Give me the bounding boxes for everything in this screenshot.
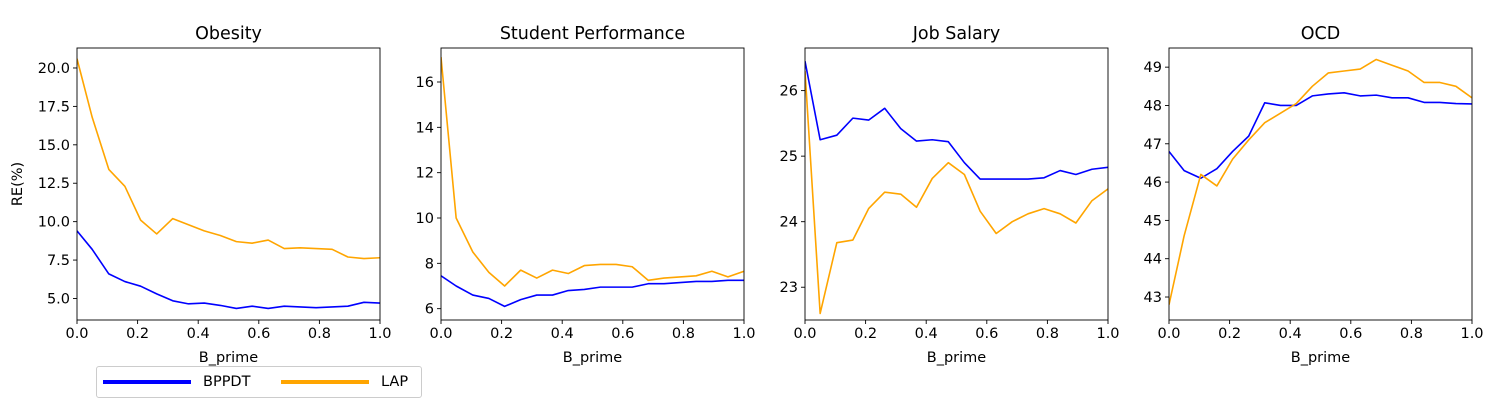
x-tick-label: 0.0 xyxy=(1157,326,1180,342)
y-tick-label: 5.0 xyxy=(47,291,70,307)
legend-label-bppdt: BPPDT xyxy=(203,374,251,390)
x-axis-label: B_prime xyxy=(563,350,623,366)
x-axis-label: B_prime xyxy=(199,350,259,366)
x-tick-label: 0.2 xyxy=(854,326,877,342)
chart-ocd: 0.0 0.2 0.4 0.6 0.8 1.0 43 44 45 46 47 48 49 OCD B_pri… xyxy=(1144,24,1484,366)
y-tick-label: 45 xyxy=(1144,213,1162,229)
chart-title: Job Salary xyxy=(912,24,1001,44)
x-tick-label: 0.4 xyxy=(551,326,574,342)
y-tick-label: 46 xyxy=(1144,175,1162,191)
legend-label-lap: LAP xyxy=(381,374,409,390)
x-tick-label: 0.2 xyxy=(490,326,513,342)
legend-item-bppdt: BPPDT xyxy=(103,372,250,392)
legend: BPPDT LAP xyxy=(96,366,422,398)
y-tick-label: 10.0 xyxy=(38,215,70,231)
x-tick-label: 0.8 xyxy=(1400,326,1423,342)
x-tick-label: 0.4 xyxy=(915,326,938,342)
plot-frame xyxy=(440,47,745,321)
x-tick-label: 0.8 xyxy=(672,326,695,342)
y-tick-label: 24 xyxy=(780,215,798,231)
y-tick-label: 26 xyxy=(780,84,798,100)
chart-job-salary: 0.0 0.2 0.4 0.6 0.8 1.0 23 24 25 26 Job Salary B_pr… xyxy=(780,24,1120,366)
x-tick-label: 0.4 xyxy=(187,326,210,342)
chart-title: Obesity xyxy=(195,24,262,44)
plot-frame xyxy=(804,47,1109,321)
plot-frame xyxy=(76,47,381,321)
series-line-lap xyxy=(77,58,380,260)
y-tick-label: 8 xyxy=(425,256,434,272)
y-tick-label: 10 xyxy=(416,211,434,227)
series-line-lap xyxy=(805,70,1108,315)
x-axis-label: B_prime xyxy=(1291,350,1351,366)
x-tick-label: 0.0 xyxy=(65,326,88,342)
x-tick-label: 1.0 xyxy=(368,326,391,342)
chart-title: Student Performance xyxy=(500,24,685,44)
y-tick-label: 48 xyxy=(1144,98,1162,114)
series-line-bppdt xyxy=(1169,92,1472,180)
x-tick-label: 0.6 xyxy=(1339,326,1362,342)
y-tick-label: 12.5 xyxy=(38,176,70,192)
x-tick-label: 1.0 xyxy=(1460,326,1483,342)
series-line-lap xyxy=(1169,58,1472,305)
chart-student-performance: 0.0 0.2 0.4 0.6 0.8 1.0 6 8 10 12 14 16 Student Perf… xyxy=(416,24,756,366)
x-tick-label: 0.0 xyxy=(429,326,452,342)
y-tick-label: 20.0 xyxy=(38,61,70,77)
y-tick-label: 16 xyxy=(416,75,434,91)
x-tick-label: 1.0 xyxy=(732,326,755,342)
series-line-lap xyxy=(441,56,744,287)
x-tick-label: 0.2 xyxy=(1218,326,1241,342)
series-line-bppdt xyxy=(77,230,380,310)
y-tick-label: 43 xyxy=(1144,290,1162,306)
x-tick-label: 0.6 xyxy=(611,326,634,342)
x-axis-label: B_prime xyxy=(927,350,987,366)
plot-frame xyxy=(1168,47,1473,321)
y-tick-label: 14 xyxy=(416,120,434,136)
x-tick-label: 0.8 xyxy=(1036,326,1059,342)
y-tick-label: 44 xyxy=(1144,252,1162,268)
legend-swatch-bppdt xyxy=(103,380,191,384)
y-tick-label: 47 xyxy=(1144,137,1162,153)
y-tick-label: 12 xyxy=(416,166,434,182)
y-tick-label: 49 xyxy=(1144,60,1162,76)
legend-item-lap: LAP xyxy=(281,372,408,392)
y-tick-label: 23 xyxy=(780,280,798,296)
legend-swatch-lap xyxy=(281,380,369,384)
x-tick-label: 0.4 xyxy=(1279,326,1302,342)
chart-obesity: 0.0 0.2 0.4 0.6 0.8 1.0 5.0 7.5 10.0 12.5 15.0 17.5… xyxy=(10,24,392,366)
y-tick-label: 15.0 xyxy=(38,138,70,154)
series-line-bppdt xyxy=(805,60,1108,180)
y-tick-label: 6 xyxy=(425,302,434,318)
y-tick-label: 7.5 xyxy=(47,253,70,269)
x-tick-label: 0.8 xyxy=(308,326,331,342)
y-tick-label: 17.5 xyxy=(38,99,70,115)
series-line-bppdt xyxy=(441,275,744,308)
x-tick-label: 0.6 xyxy=(247,326,270,342)
x-tick-label: 0.6 xyxy=(975,326,998,342)
y-tick-label: 25 xyxy=(780,149,798,165)
x-tick-label: 1.0 xyxy=(1096,326,1119,342)
x-tick-label: 0.0 xyxy=(793,326,816,342)
chart-title: OCD xyxy=(1301,24,1340,44)
x-tick-label: 0.2 xyxy=(126,326,149,342)
y-axis-label: RE(%) xyxy=(10,162,26,206)
